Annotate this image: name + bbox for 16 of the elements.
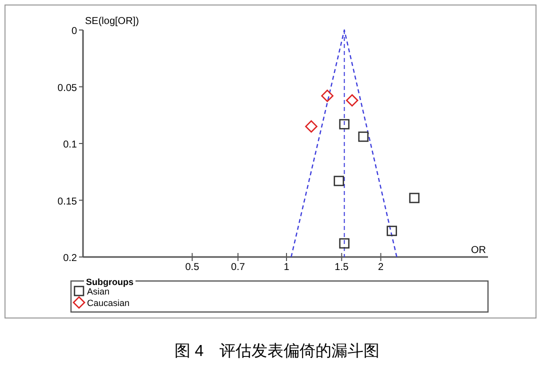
y-axis-title: SE(log[OR]): [85, 16, 139, 27]
x-tick-label: 0.7: [231, 262, 246, 273]
x-tick-label: 2: [378, 262, 384, 273]
y-tick-label: 0.15: [58, 196, 78, 208]
caption: 图 4 评估发表偏倚的漏斗图: [174, 342, 380, 360]
x-tick-label: 1.5: [334, 262, 350, 273]
x-tick-label: 0.5: [185, 262, 200, 273]
legend-label: Asian: [87, 286, 110, 296]
legend-title: Subgroups: [86, 277, 134, 287]
x-tick-label: 1: [284, 262, 290, 273]
y-tick-label: 0.2: [63, 253, 78, 264]
y-tick-label: 0.1: [63, 140, 78, 150]
x-axis-title: OR: [471, 245, 486, 256]
y-tick-label: 0.05: [58, 82, 78, 94]
legend-label: Caucasian: [87, 298, 130, 308]
y-tick-label: 0: [71, 26, 78, 37]
